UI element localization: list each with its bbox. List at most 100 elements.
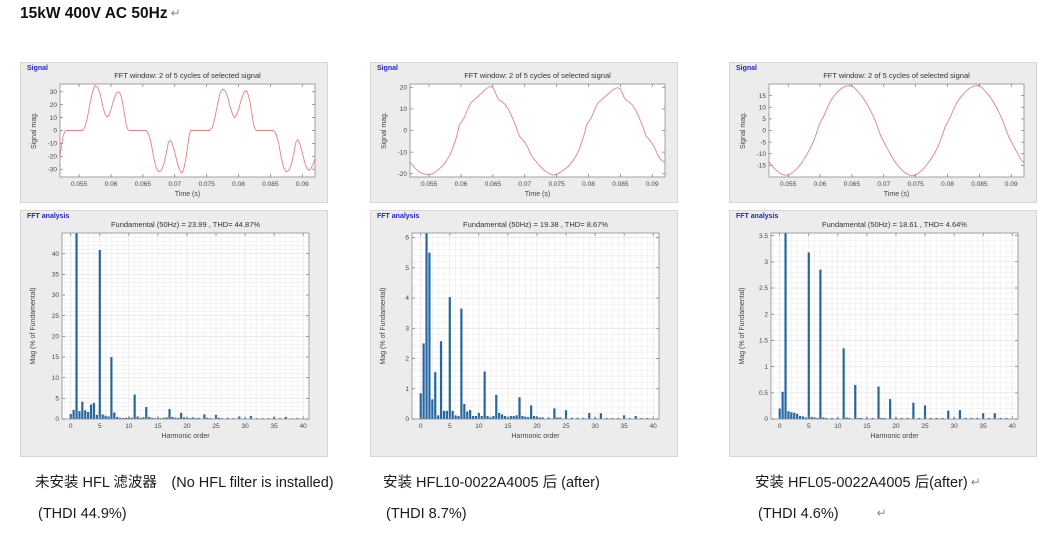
signal-panel-label-3: Signal	[736, 65, 758, 72]
svg-text:-20: -20	[48, 154, 58, 161]
svg-text:0.055: 0.055	[71, 181, 88, 188]
svg-text:35: 35	[621, 423, 629, 430]
svg-text:Harmonic order: Harmonic order	[870, 433, 919, 440]
fft-panel-label-3: FFT analysis	[736, 213, 779, 220]
svg-text:35: 35	[271, 423, 279, 430]
caption-no-filter: 未安装 HFL 滤波器 (No HFL filter is installed)…	[35, 471, 334, 522]
svg-text:FFT window: 2 of 5 cycles of s: FFT window: 2 of 5 cycles of selected si…	[464, 71, 611, 80]
svg-text:Time (s): Time (s)	[175, 191, 200, 198]
svg-text:30: 30	[241, 423, 249, 430]
svg-text:FFT window: 2 of 5 cycles of s: FFT window: 2 of 5 cycles of selected si…	[114, 71, 261, 80]
svg-text:0.065: 0.065	[844, 181, 861, 188]
svg-text:20: 20	[52, 334, 60, 341]
fft-panel-label-2: FFT analysis	[377, 213, 420, 220]
svg-text:0.055: 0.055	[421, 181, 438, 188]
caption-no-filter-line1: 未安装 HFL 滤波器 (No HFL filter is installed)	[35, 475, 334, 491]
svg-text:25: 25	[921, 423, 929, 430]
svg-text:3.5: 3.5	[759, 233, 768, 240]
svg-text:0.055: 0.055	[780, 181, 797, 188]
svg-text:0.075: 0.075	[198, 181, 215, 188]
svg-text:0: 0	[69, 423, 73, 430]
svg-text:Mag (% of Fundamental): Mag (% of Fundamental)	[30, 287, 37, 364]
svg-text:3: 3	[764, 259, 768, 266]
svg-text:2: 2	[405, 356, 409, 363]
svg-text:Signal mag.: Signal mag.	[31, 112, 38, 149]
svg-text:10: 10	[834, 423, 842, 430]
caption-no-filter-thdi: (THDI 44.9%)	[38, 506, 127, 522]
fft-harmonics-chart-1: 0 5 10 15 20 25 30 35 40 0 5 10 15 20 25 30 35 40 Fundamen…	[30, 220, 310, 440]
svg-text:5: 5	[807, 423, 811, 430]
svg-text:4: 4	[405, 295, 409, 302]
svg-text:20: 20	[50, 102, 58, 109]
svg-text:10: 10	[52, 375, 60, 382]
svg-text:0.06: 0.06	[814, 181, 827, 188]
svg-text:Harmonic order: Harmonic order	[161, 433, 210, 440]
svg-text:0.085: 0.085	[971, 181, 988, 188]
caption-hfl10-thdi: (THDI 8.7%)	[386, 506, 467, 522]
svg-text:25: 25	[212, 423, 220, 430]
svg-text:5: 5	[448, 423, 452, 430]
svg-text:20: 20	[533, 423, 541, 430]
svg-text:35: 35	[52, 272, 60, 279]
svg-text:20: 20	[183, 423, 191, 430]
svg-text:25: 25	[562, 423, 570, 430]
svg-text:-5: -5	[760, 139, 766, 146]
caption-hfl05-thdi: (THDI 4.6%) ↵	[758, 506, 887, 522]
svg-text:5: 5	[98, 423, 102, 430]
svg-text:2: 2	[764, 311, 768, 318]
svg-text:40: 40	[650, 423, 658, 430]
svg-text:0.075: 0.075	[907, 181, 924, 188]
svg-text:30: 30	[950, 423, 958, 430]
svg-text:0: 0	[403, 128, 407, 135]
svg-text:20: 20	[892, 423, 900, 430]
svg-text:15: 15	[52, 354, 60, 361]
caption-hfl10-line1: 安装 HFL10-0022A4005 后 (after)	[383, 475, 600, 491]
svg-text:0.07: 0.07	[518, 181, 531, 188]
svg-text:5: 5	[405, 265, 409, 272]
svg-text:6: 6	[405, 235, 409, 242]
svg-text:0.085: 0.085	[262, 181, 279, 188]
document-title: 15kW 400V AC 50Hz ↵	[20, 5, 181, 23]
svg-text:-10: -10	[757, 151, 767, 158]
svg-text:0: 0	[53, 128, 57, 135]
fft-panel-3: FFT analysis 0 5 10 15 20 25 30 35 40 0 0.5 1 1.5 2 2.…	[729, 210, 1037, 457]
svg-text:0.06: 0.06	[455, 181, 468, 188]
signal-panel-label-2: Signal	[377, 65, 399, 72]
svg-text:-15: -15	[757, 163, 767, 170]
svg-text:0.08: 0.08	[582, 181, 595, 188]
svg-text:2.5: 2.5	[759, 285, 768, 292]
paragraph-return-mark: ↵	[970, 475, 981, 489]
svg-text:0.065: 0.065	[485, 181, 502, 188]
svg-text:40: 40	[52, 251, 60, 258]
svg-text:0: 0	[778, 423, 782, 430]
svg-text:30: 30	[52, 292, 60, 299]
svg-text:10: 10	[475, 423, 483, 430]
signal-panel-1: Signal 0.055 0.06 0.065 0.07 0.075 0.08 0.085 0…	[20, 62, 328, 203]
svg-text:15: 15	[154, 423, 162, 430]
svg-text:30: 30	[50, 89, 58, 96]
signal-waveform-chart-1: 0.055 0.06 0.065 0.07 0.075 0.08 0.085 0.09 -30 -…	[31, 71, 316, 198]
signal-panel-3: Signal 0.055 0.06 0.065 0.07 0.075 0.08 0.085 0…	[729, 62, 1037, 203]
caption-hfl10: 安装 HFL10-0022A4005 后 (after) (THDI 8.7%)	[383, 471, 600, 522]
fft-panel-2: FFT analysis 0 5 10 15 20 25 30 35 40 0 1 2 3 4 5 6 Fund…	[370, 210, 678, 457]
svg-text:FFT window: 2 of 5 cycles of s: FFT window: 2 of 5 cycles of selected si…	[823, 71, 970, 80]
svg-text:Time (s): Time (s)	[884, 191, 909, 198]
fft-harmonics-chart-3: 0 5 10 15 20 25 30 35 40 0 0.5 1 1.5 2 2.5 3 3.5 Fundamen…	[739, 220, 1019, 440]
fft-panel-label-1: FFT analysis	[27, 213, 70, 220]
svg-text:40: 40	[300, 423, 308, 430]
signal-panel-2: Signal 0.055 0.06 0.065 0.07 0.075 0.08 0.085 0…	[370, 62, 678, 203]
svg-text:10: 10	[400, 106, 408, 113]
svg-text:Harmonic order: Harmonic order	[511, 433, 560, 440]
svg-text:10: 10	[125, 423, 133, 430]
caption-hfl05-line1: 安装 HFL05-0022A4005 后(after) ↵	[755, 475, 981, 491]
svg-text:40: 40	[1009, 423, 1017, 430]
svg-text:1.5: 1.5	[759, 338, 768, 345]
svg-text:0.09: 0.09	[296, 181, 309, 188]
svg-text:Fundamental (50Hz) = 19.38 , T: Fundamental (50Hz) = 19.38 , THD= 8.67%	[463, 220, 608, 229]
svg-text:5: 5	[762, 116, 766, 123]
caption-hfl05: 安装 HFL05-0022A4005 后(after) ↵ (THDI 4.6%)…	[755, 471, 981, 522]
svg-text:0.065: 0.065	[135, 181, 152, 188]
paragraph-return-mark: ↵	[170, 6, 181, 20]
svg-text:15: 15	[863, 423, 871, 430]
fft-harmonics-chart-2: 0 5 10 15 20 25 30 35 40 0 1 2 3 4 5 6 Fundamental (50Hz…	[380, 220, 660, 440]
